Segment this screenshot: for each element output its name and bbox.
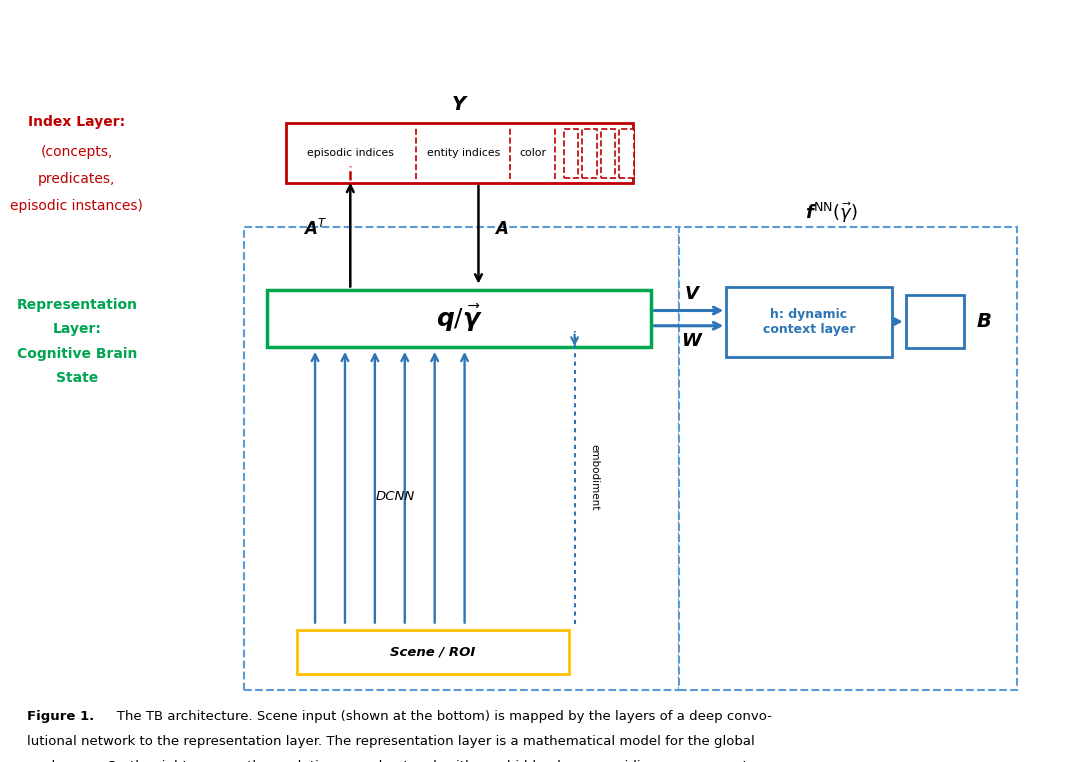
Bar: [906, 295, 964, 348]
Text: (concepts,: (concepts,: [41, 146, 113, 159]
Bar: [286, 123, 633, 183]
Text: $\boldsymbol{V}$: $\boldsymbol{V}$: [684, 285, 701, 303]
Bar: [679, 227, 1017, 690]
Text: episodic instances): episodic instances): [11, 199, 143, 213]
Text: Scene / ROI: Scene / ROI: [391, 645, 475, 659]
Bar: [726, 287, 892, 357]
Bar: [244, 227, 679, 690]
Text: State: State: [56, 371, 98, 385]
Text: $\boldsymbol{f}^{\rm NN}(\vec{\gamma})$: $\boldsymbol{f}^{\rm NN}(\vec{\gamma})$: [804, 201, 858, 226]
Text: Layer:: Layer:: [52, 322, 101, 336]
Text: $\boldsymbol{A}^T$: $\boldsymbol{A}^T$: [303, 219, 327, 239]
Text: episodic indices: episodic indices: [307, 148, 394, 158]
Text: entity indices: entity indices: [426, 148, 500, 158]
Bar: [297, 630, 569, 674]
Text: $\boldsymbol{W}$: $\boldsymbol{W}$: [680, 332, 704, 350]
Text: workspace. On the right, we see the evolution neural network with one hidden lay: workspace. On the right, we see the evol…: [27, 760, 754, 762]
Text: embodiment: embodiment: [590, 443, 599, 511]
Text: lutional network to the representation layer. The representation layer is a math: lutional network to the representation l…: [27, 735, 754, 748]
Text: Cognitive Brain: Cognitive Brain: [17, 347, 137, 360]
Bar: [600, 129, 615, 178]
Text: $\boldsymbol{Y}$: $\boldsymbol{Y}$: [451, 95, 469, 114]
Text: $\boldsymbol{A}$: $\boldsymbol{A}$: [494, 219, 509, 238]
Bar: [267, 290, 651, 347]
Text: predicates,: predicates,: [38, 172, 115, 186]
Bar: [619, 129, 633, 178]
Text: Figure 1.: Figure 1.: [27, 710, 94, 723]
Text: Index Layer:: Index Layer:: [29, 115, 125, 129]
Text: DCNN: DCNN: [376, 489, 414, 503]
Text: $\boldsymbol{B}$: $\boldsymbol{B}$: [976, 312, 991, 331]
Text: Representation: Representation: [16, 298, 138, 312]
Bar: [564, 129, 579, 178]
Text: h: dynamic
context layer: h: dynamic context layer: [763, 308, 855, 335]
Bar: [582, 129, 597, 178]
Text: $\boldsymbol{q}/\vec{\boldsymbol{\gamma}}$: $\boldsymbol{q}/\vec{\boldsymbol{\gamma}…: [436, 303, 483, 334]
Text: The TB architecture. Scene input (shown at the bottom) is mapped by the layers o: The TB architecture. Scene input (shown …: [104, 710, 771, 723]
Text: color: color: [520, 148, 547, 158]
